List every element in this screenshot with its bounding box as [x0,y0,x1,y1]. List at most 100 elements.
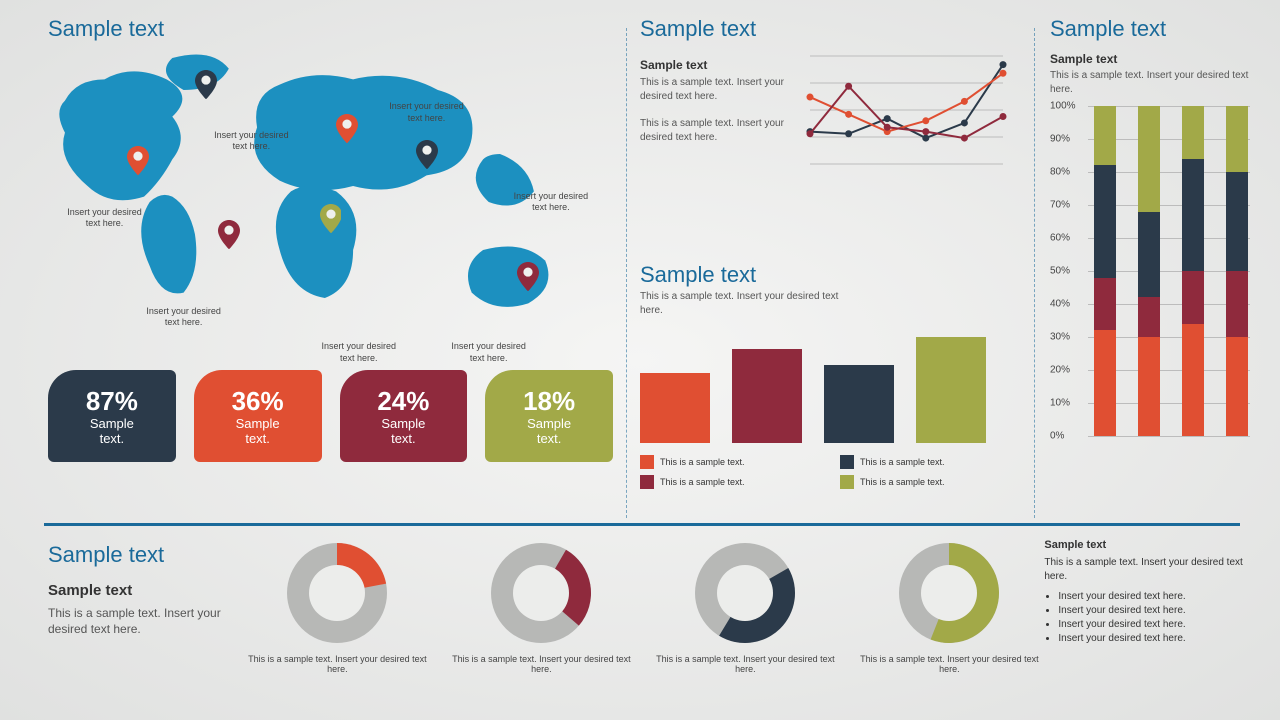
stack-panel: Sample text Sample text This is a sample… [1050,16,1250,436]
stat-label: Sampletext. [194,417,322,447]
donut-chart: This is a sample text. Insert your desir… [242,538,432,674]
legend-item: This is a sample text. [640,475,820,489]
legend-swatch [840,455,854,469]
bar-chart [640,323,1020,443]
bar-legend: This is a sample text. This is a sample t… [640,455,1020,489]
donut-chart: This is a sample text. Insert your desir… [854,538,1044,674]
map-label: Insert your desired text here. [60,207,150,230]
stack-column [1138,106,1160,436]
stack-segment [1138,337,1160,436]
stack-column [1182,106,1204,436]
y-tick-label: 30% [1050,332,1070,343]
bullet-item: Insert your desired text here. [1058,604,1248,618]
map-pin [218,220,240,250]
donut-caption: This is a sample text. Insert your desir… [854,654,1044,674]
stack-column [1094,106,1116,436]
stat-card: 87%Sampletext. [48,370,176,462]
bar [640,373,710,443]
donut-caption: This is a sample text. Insert your desir… [242,654,432,674]
y-tick-label: 90% [1050,134,1070,145]
world-map: Insert your desired text here. Insert you… [48,42,613,362]
y-tick-label: 50% [1050,266,1070,277]
stack-segment [1182,106,1204,159]
line-desc2: This is a sample text. Insert your desir… [640,117,790,144]
bullet-item: Insert your desired text here. [1058,618,1248,632]
y-tick-label: 40% [1050,299,1070,310]
bar [824,365,894,443]
stack-title: Sample text [1050,16,1250,42]
line-desc1: This is a sample text. Insert your desir… [640,76,790,103]
gridline [1088,436,1250,437]
map-label: Insert your desired text here. [206,130,296,153]
stat-value: 87% [48,386,176,417]
map-panel: Sample text Insert your desired text her… [48,16,613,462]
y-tick-label: 80% [1050,167,1070,178]
stack-segment [1226,172,1248,271]
legend-label: This is a sample text. [860,477,945,487]
stat-label: Sampletext. [48,417,176,447]
legend-item: This is a sample text. [840,475,1020,489]
legend-label: This is a sample text. [660,477,745,487]
stack-segment [1094,106,1116,165]
bar [732,349,802,443]
bar-title: Sample text [640,262,1020,288]
line-panel: Sample text Sample text This is a sample… [640,16,1020,170]
stack-segment [1182,159,1204,271]
stat-value: 24% [340,386,468,417]
stack-subtitle: Sample text [1050,52,1250,66]
y-tick-label: 10% [1050,398,1070,409]
map-pin [517,262,539,292]
stack-segment [1138,212,1160,298]
stack-segment [1226,337,1248,436]
map-label: Insert your desired text here. [382,101,472,124]
bar-desc: This is a sample text. Insert your desir… [640,290,860,317]
map-title: Sample text [48,16,613,42]
legend-item: This is a sample text. [840,455,1020,469]
bullet-item: Insert your desired text here. [1058,632,1248,646]
y-tick-label: 60% [1050,233,1070,244]
stack-segment [1094,278,1116,331]
legend-swatch [640,475,654,489]
donut-right-desc: This is a sample text. Insert your desir… [1044,556,1248,584]
stack-segment [1094,165,1116,277]
donut-subtitle: Sample text [48,582,242,599]
map-label: Insert your desired text here. [314,341,404,364]
bar-panel: Sample text This is a sample text. Inser… [640,262,1020,489]
legend-label: This is a sample text. [860,457,945,467]
stat-value: 18% [485,386,613,417]
stack-segment [1226,271,1248,337]
stack-segment [1226,106,1248,172]
stat-label: Sampletext. [485,417,613,447]
y-tick-label: 0% [1050,431,1064,442]
donut-caption: This is a sample text. Insert your desir… [446,654,636,674]
stat-card: 24%Sampletext. [340,370,468,462]
donut-desc: This is a sample text. Insert your desir… [48,605,228,637]
y-tick-label: 70% [1050,200,1070,211]
line-chart [804,50,1009,170]
stack-segment [1182,324,1204,436]
map-pin [416,140,438,170]
stat-label: Sampletext. [340,417,468,447]
stat-card: 36%Sampletext. [194,370,322,462]
stat-cards: 87%Sampletext.36%Sampletext.24%Sampletex… [48,370,613,462]
line-subtitle: Sample text [640,58,790,72]
donut-caption: This is a sample text. Insert your desir… [650,654,840,674]
bar [916,337,986,443]
stack-segment [1182,271,1204,324]
legend-item: This is a sample text. [640,455,820,469]
map-pin [195,70,217,100]
legend-swatch [840,475,854,489]
donut-chart: This is a sample text. Insert your desir… [446,538,636,674]
line-title: Sample text [640,16,1020,42]
stack-desc: This is a sample text. Insert your desir… [1050,69,1250,96]
y-tick-label: 20% [1050,365,1070,376]
donut-title: Sample text [48,542,242,568]
legend-swatch [640,455,654,469]
stat-card: 18%Sampletext. [485,370,613,462]
map-pin [320,204,342,234]
donut-right-sub: Sample text [1044,538,1248,553]
y-tick-label: 100% [1050,101,1076,112]
stacked-chart: 0%10%20%30%40%50%60%70%80%90%100% [1050,106,1250,436]
map-label: Insert your desired text here. [444,341,534,364]
donut-chart: This is a sample text. Insert your desir… [650,538,840,674]
